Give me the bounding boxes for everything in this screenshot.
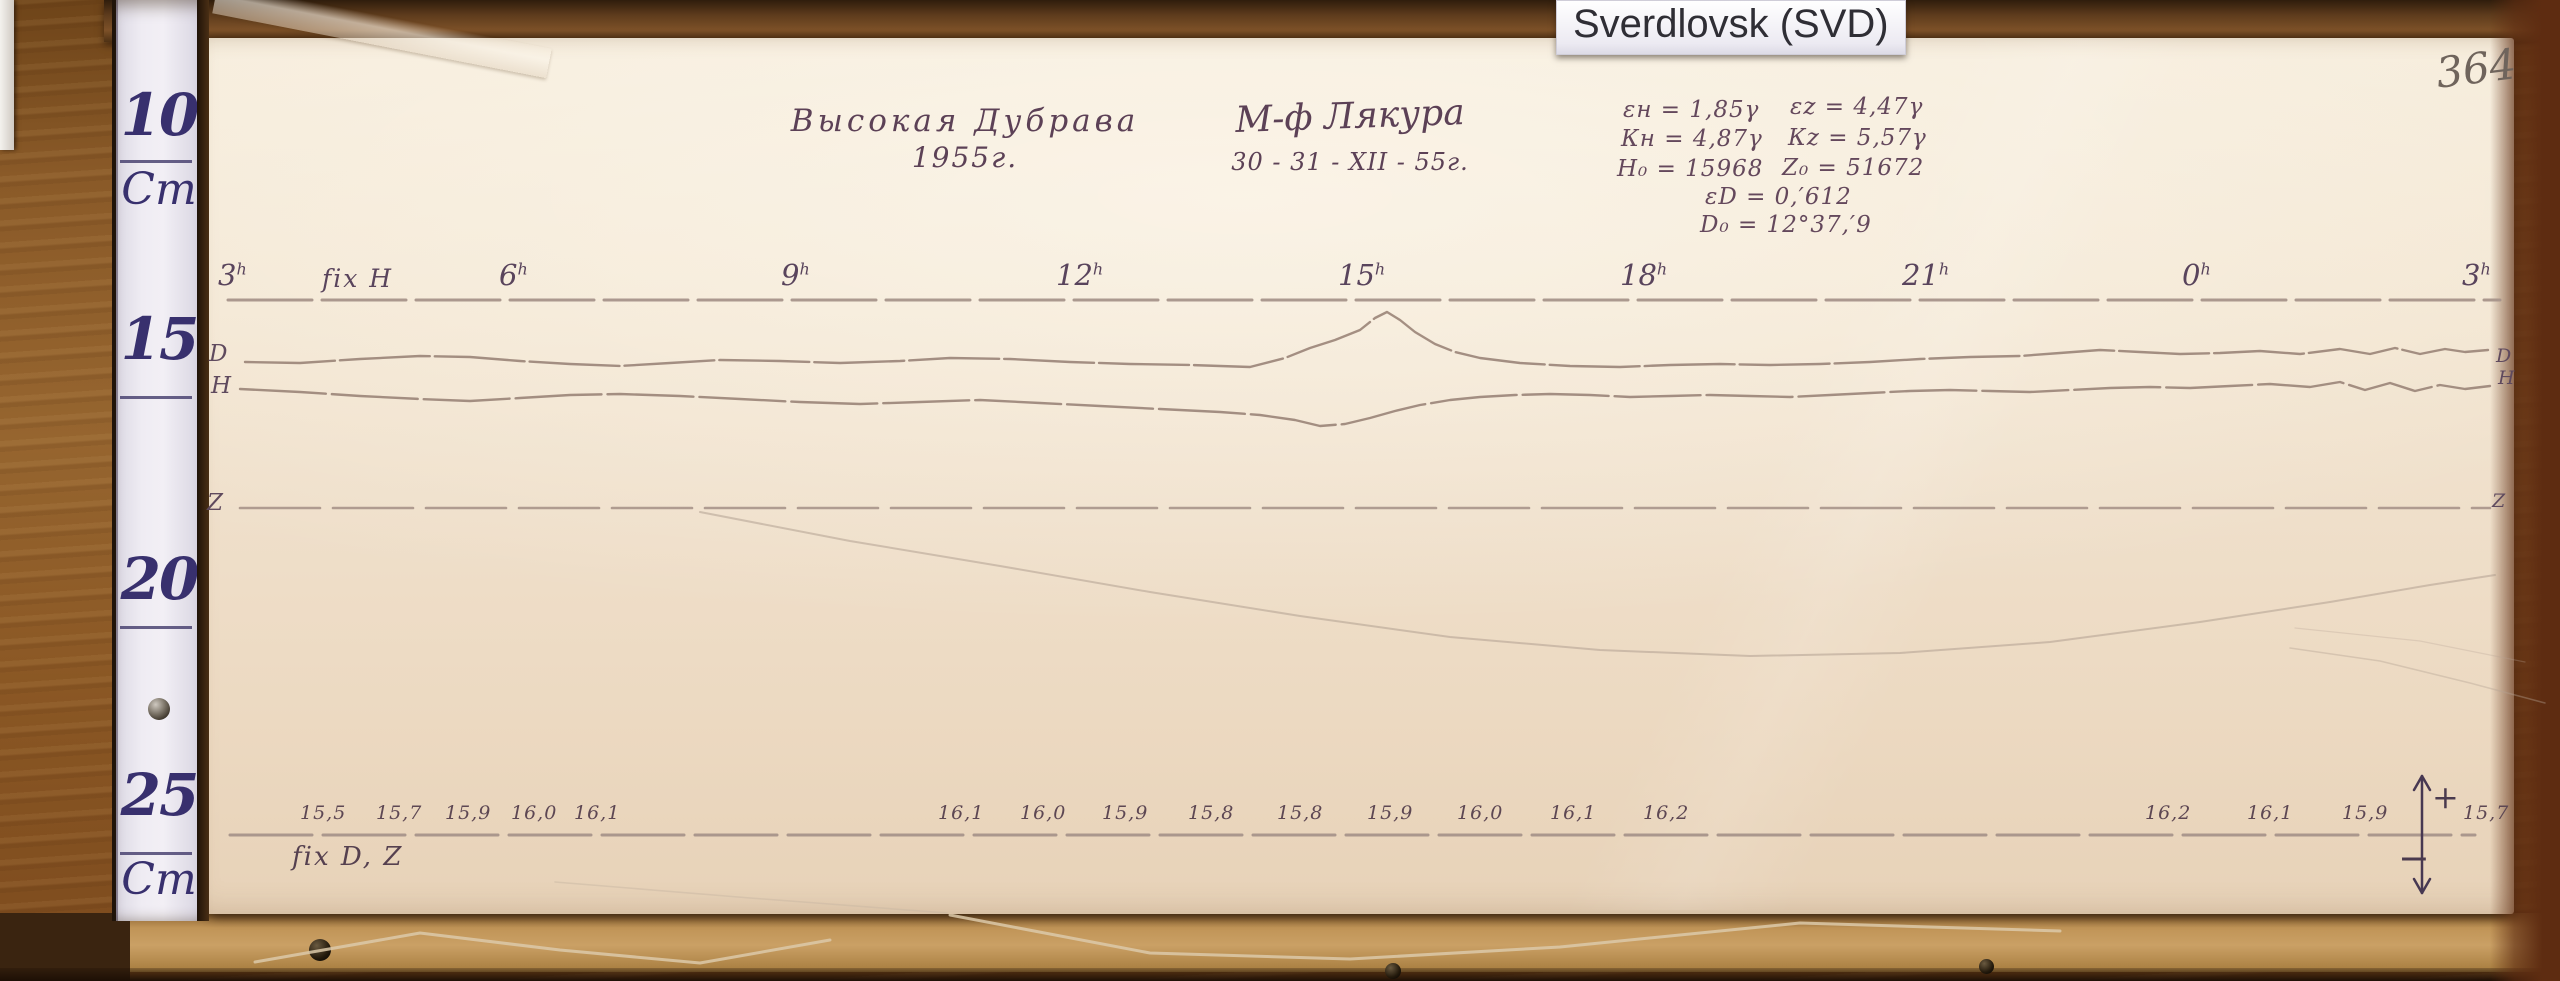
ruler-mark-label: 15 bbox=[120, 305, 200, 373]
screw-icon bbox=[1385, 963, 1401, 979]
baseline-value-label: 15,9 bbox=[1367, 802, 1414, 824]
hour-tick-label: 21h bbox=[1902, 258, 1950, 292]
ruler-division-line bbox=[120, 160, 192, 163]
fix-dz-label: fix D, Z bbox=[292, 842, 404, 872]
screw-icon bbox=[309, 939, 331, 961]
board-bottom-shadow bbox=[0, 968, 2560, 981]
constant-z0: Z₀ = 51672 bbox=[1782, 155, 1925, 181]
ruler-mark-label: Cm bbox=[121, 164, 197, 215]
baseline-value-label: 16,1 bbox=[1550, 802, 1597, 824]
trace-label-z-left: Z bbox=[207, 490, 223, 516]
baseline-value-label: 15,9 bbox=[2342, 802, 2389, 824]
constant-k-z: Кz = 5,57γ bbox=[1788, 125, 1927, 151]
board-right-edge bbox=[2490, 0, 2560, 981]
baseline-value-label: 15,5 bbox=[300, 802, 347, 824]
baseline-value-label: 16,2 bbox=[2145, 802, 2192, 824]
baseline-value-label: 16,1 bbox=[938, 802, 985, 824]
trace-label-h-right: H bbox=[2498, 367, 2515, 389]
baseline-value-label: 15,9 bbox=[445, 802, 492, 824]
ruler: 10 Cm 15 20 25 Cm bbox=[112, 0, 207, 921]
page-number: 364 bbox=[2433, 39, 2519, 98]
baseline-value-label: 16,0 bbox=[511, 802, 558, 824]
ruler-division-line bbox=[120, 396, 192, 399]
baseline-value-label: 16,1 bbox=[2247, 802, 2294, 824]
ruler-pin-icon bbox=[148, 698, 170, 720]
record-date-range: 30 - 31 - XII - 55г. bbox=[1231, 148, 1469, 176]
baseline-value-label: 16,2 bbox=[1643, 802, 1690, 824]
constant-h0: Н₀ = 15968 bbox=[1617, 156, 1764, 182]
trace-label-d-left: D bbox=[209, 341, 228, 367]
baseline-value-label: 15,9 bbox=[1102, 802, 1149, 824]
ruler-mark-label: 20 bbox=[120, 545, 200, 613]
trace-label-z-right: Z bbox=[2492, 490, 2506, 512]
ruler-mark-label: Cm bbox=[121, 854, 197, 905]
hour-tick-label: 12h bbox=[1056, 258, 1104, 292]
baseline-value-label: 16,0 bbox=[1020, 802, 1067, 824]
hour-tick-label: 6h bbox=[499, 258, 528, 292]
baseline-value-label: 16,1 bbox=[574, 802, 621, 824]
baseline-value-label: 15,7 bbox=[2463, 802, 2510, 824]
ruler-mark-label: 10 bbox=[120, 81, 200, 149]
hour-tick-label: 15h bbox=[1338, 258, 1386, 292]
ruler-division-line bbox=[120, 626, 192, 629]
hour-tick-label: 3h bbox=[218, 258, 247, 292]
baseline-value-label: 15,7 bbox=[376, 802, 423, 824]
fix-h-label: fix H bbox=[322, 264, 394, 293]
station-title: Высокая Дубрава bbox=[790, 103, 1140, 139]
hour-tick-label: 0h bbox=[2182, 258, 2211, 292]
constant-eps-h: εн = 1,85γ bbox=[1623, 97, 1760, 123]
polarity-plus-label: + bbox=[2432, 778, 2459, 816]
top-wooden-batten bbox=[104, 0, 2560, 42]
screw-icon bbox=[1979, 959, 1994, 974]
station-code-label: Sverdlovsk (SVD) bbox=[1556, 0, 1906, 55]
paper-slip bbox=[0, 0, 14, 150]
hour-tick-label: 18h bbox=[1620, 258, 1668, 292]
baseline-value-label: 15,8 bbox=[1277, 802, 1324, 824]
trace-label-d-right: D bbox=[2496, 345, 2512, 367]
constant-eps-d: εD = 0,′612 bbox=[1705, 184, 1852, 210]
constant-d0: D₀ = 12°37,′9 bbox=[1700, 212, 1872, 238]
baseline-value-label: 16,0 bbox=[1457, 802, 1504, 824]
polarity-minus-label: − bbox=[2398, 836, 2430, 880]
station-year: 1955г. bbox=[911, 141, 1019, 174]
constant-eps-z: εz = 4,47γ bbox=[1790, 94, 1924, 120]
magnetogram-paper bbox=[206, 38, 2514, 914]
constant-k-h: Кн = 4,87γ bbox=[1621, 126, 1763, 152]
hour-tick-label: 3h bbox=[2462, 258, 2491, 292]
baseline-value-label: 15,8 bbox=[1188, 802, 1235, 824]
ruler-paper-gap bbox=[197, 0, 209, 921]
trace-label-h-left: H bbox=[211, 373, 232, 399]
bottom-wooden-batten bbox=[128, 913, 2560, 972]
ruler-mark-label: 25 bbox=[120, 761, 200, 829]
ruler-division-line bbox=[120, 852, 192, 855]
hour-tick-label: 9h bbox=[781, 258, 810, 292]
